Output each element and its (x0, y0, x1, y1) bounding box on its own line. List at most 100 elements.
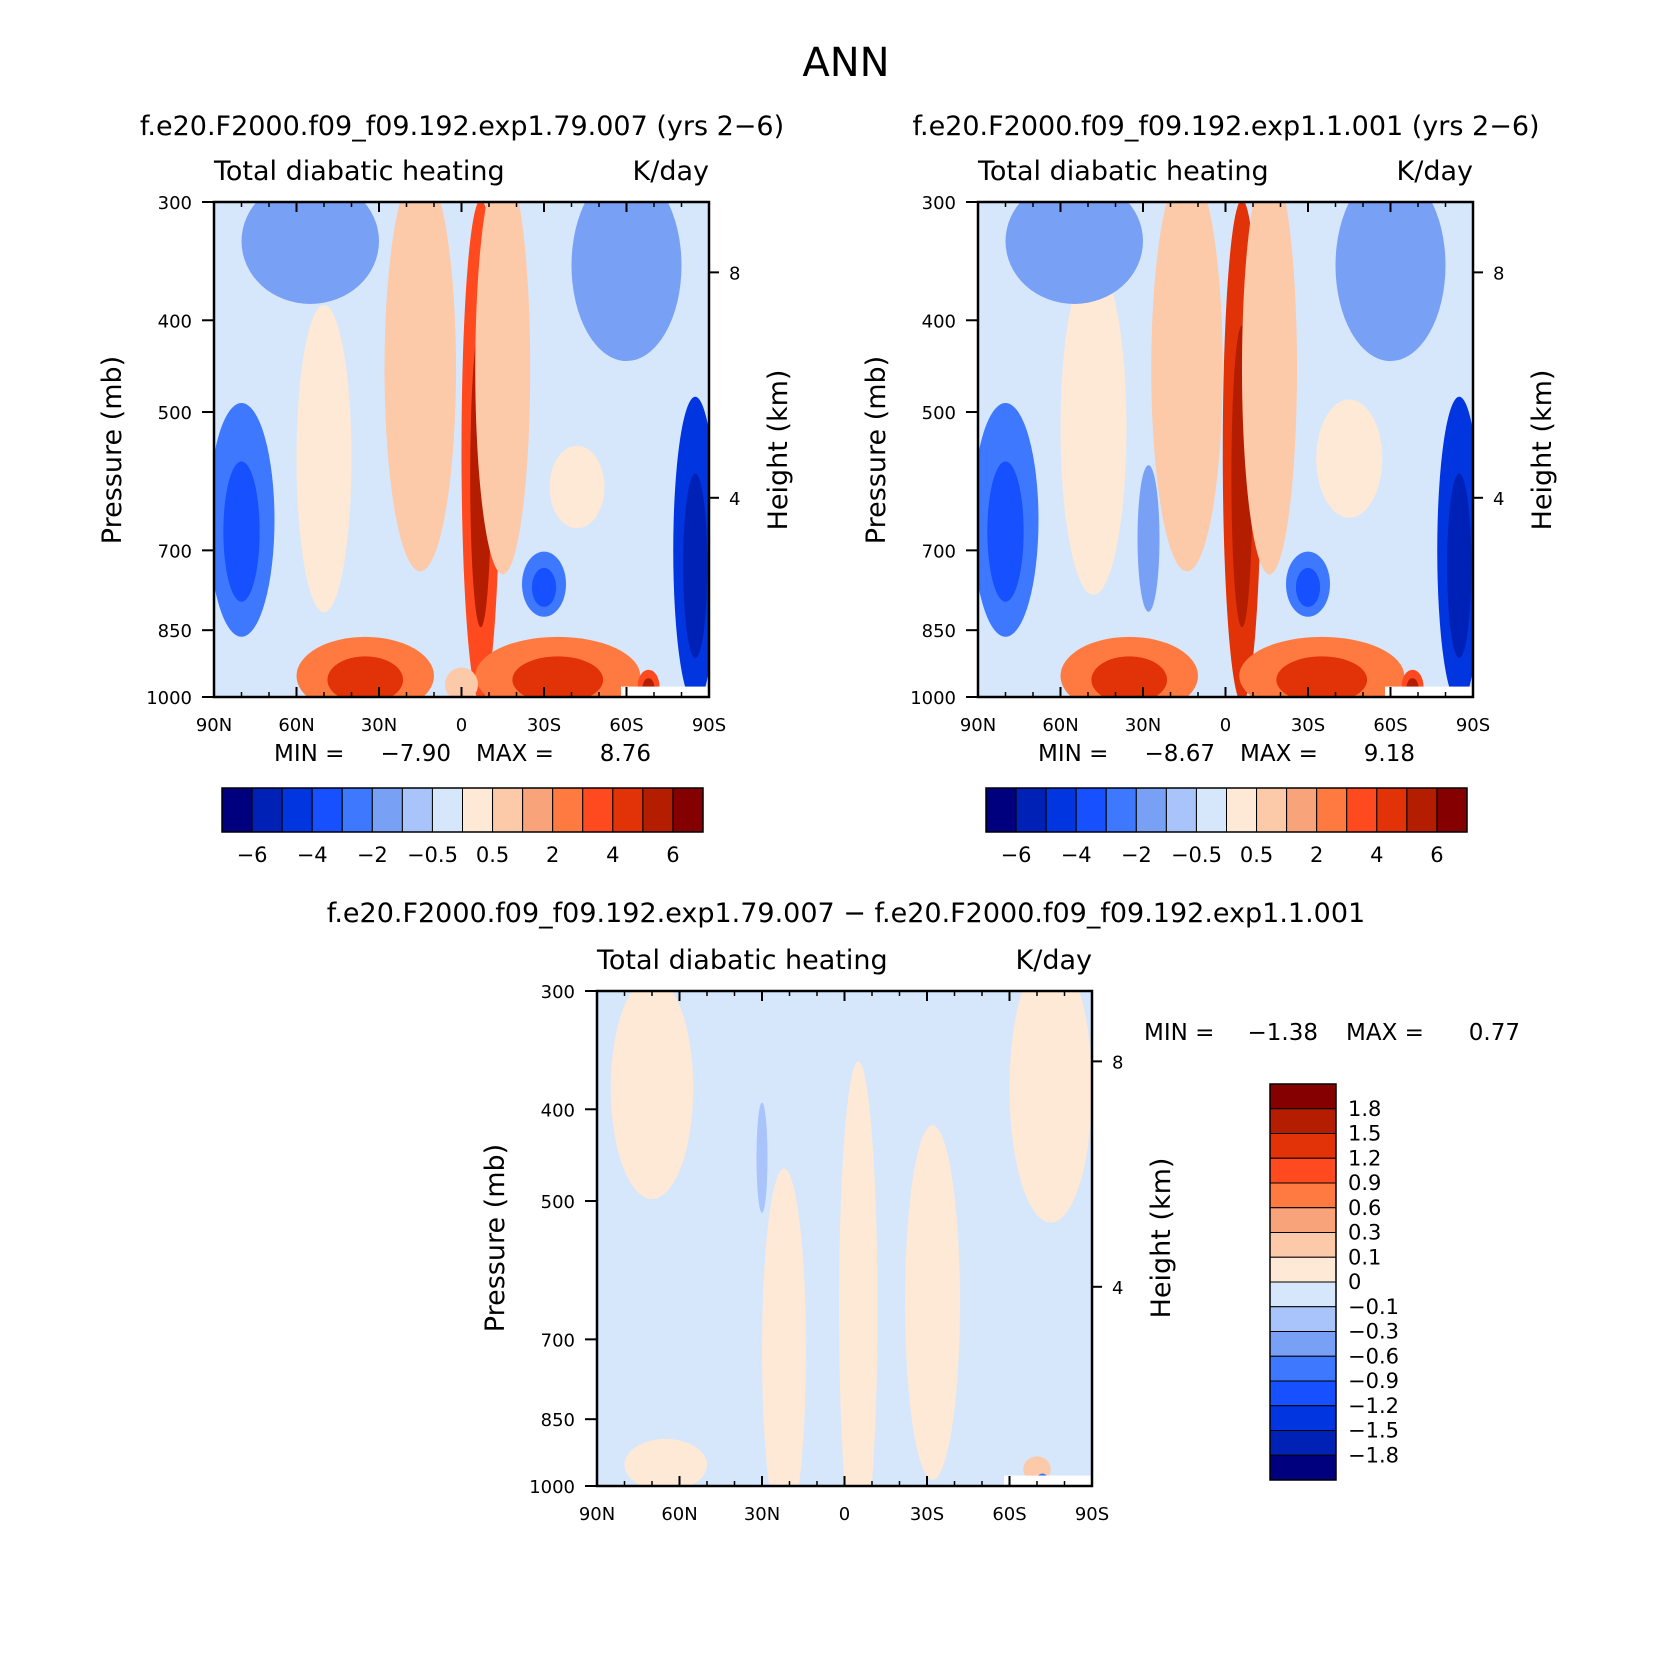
field-blob (1137, 465, 1160, 612)
colorbar-box (582, 787, 614, 833)
y-tick-label: 400 (922, 311, 956, 332)
panel-3-axes: 90N 60N 30N 0 30S 60S 90S 300 400 500 700 850 1000 8 4 (529, 982, 1123, 1525)
y-tick-label: 300 (922, 193, 956, 214)
field-blob (762, 1168, 806, 1486)
colorbar-label: −6 (1001, 843, 1032, 867)
x-tick-label: 30S (910, 1504, 944, 1525)
colorbar-label: 0.1 (1348, 1245, 1381, 1269)
panel-2-max-value: 9.18 (1364, 741, 1415, 767)
colorbar-box (1269, 1430, 1337, 1456)
colorbar-box (522, 787, 554, 833)
colorbar-label: 2 (546, 843, 559, 867)
colorbar-frame (221, 787, 704, 833)
panel-3-colorbar: 1.81.51.20.90.60.30.10−0.1−0.3−0.6−0.9−1… (1269, 1083, 1399, 1481)
colorbar-box (1269, 1380, 1337, 1407)
colorbar-frame (1269, 1083, 1337, 1481)
colorbar-label: −6 (237, 843, 268, 867)
panel-2-field (978, 202, 1473, 697)
y-tick-label: 1000 (146, 688, 192, 709)
x-tick-label: 60N (1042, 715, 1078, 736)
colorbar-label: −0.5 (1171, 843, 1222, 867)
colorbar-box (1269, 1454, 1337, 1481)
panel-1-units: K/day (633, 156, 709, 187)
field-blob (241, 202, 379, 304)
field-blob (1060, 261, 1127, 595)
y-tick-label: 500 (158, 403, 192, 424)
colorbar-box (1269, 1306, 1337, 1332)
colorbar-label: −1.5 (1348, 1419, 1399, 1443)
panel-3-max-value: 0.77 (1469, 1020, 1520, 1046)
colorbar-box (281, 787, 313, 833)
y-right-tick-label: 8 (1493, 263, 1504, 284)
y-tick-label: 700 (922, 541, 956, 562)
x-tick-label: 90N (196, 715, 232, 736)
x-tick-label: 60N (278, 715, 314, 736)
colorbar-box (1269, 1083, 1337, 1110)
panel-1-field (214, 202, 709, 697)
field-blob-core (683, 473, 708, 658)
colorbar-label: −0.3 (1348, 1320, 1399, 1344)
colorbar-label: 0.5 (476, 843, 509, 867)
colorbar-label: −1.8 (1348, 1443, 1399, 1467)
colorbar-box (642, 787, 674, 833)
y-tick-label: 850 (541, 1410, 575, 1431)
field-blob (624, 1438, 707, 1486)
panel-1-min-value: −7.90 (381, 741, 451, 767)
panel-2-colorbar: −6 −4 −2 −0.5 0.5 2 4 6 (985, 787, 1468, 867)
colorbar-label: −4 (1061, 843, 1092, 867)
field-blob (1242, 202, 1297, 575)
colorbar-box (985, 787, 1017, 833)
colorbar-label: −0.6 (1348, 1344, 1399, 1368)
colorbar-label: −0.1 (1348, 1295, 1399, 1319)
y-right-tick-label: 4 (1493, 489, 1504, 510)
x-tick-label: 60N (661, 1504, 697, 1525)
colorbar-label: 1.5 (1348, 1122, 1381, 1146)
field-blob-core (327, 656, 404, 697)
panel-3-min-label: MIN = (1144, 1020, 1214, 1046)
y-tick-label: 500 (922, 403, 956, 424)
panel-2-max-label: MAX = (1240, 741, 1318, 767)
panel-3-field (597, 991, 1092, 1486)
colorbar-box (1316, 787, 1348, 833)
field-blob-core (1091, 656, 1168, 697)
field-blob (610, 991, 694, 1199)
panel-3-variable: Total diabatic heating (596, 945, 888, 976)
panel-1-colorbar: −6 −4 −2 −0.5 0.5 2 4 6 (221, 787, 704, 867)
field-blob (839, 1061, 878, 1486)
panel-3: f.e20.F2000.f09_f09.192.exp1.79.007 − f.… (327, 898, 1520, 1525)
colorbar-label: 0.3 (1348, 1221, 1381, 1245)
colorbar-label: 1.8 (1348, 1097, 1381, 1121)
colorbar-box (1269, 1207, 1337, 1233)
field-blob-core (1447, 473, 1472, 658)
y-right-tick-label: 8 (729, 263, 740, 284)
y-tick-label: 850 (922, 621, 956, 642)
colorbar-box (1045, 787, 1077, 833)
x-tick-label: 60S (992, 1504, 1026, 1525)
panel-2-min-value: −8.67 (1145, 741, 1215, 767)
panel-1: f.e20.F2000.f09_f09.192.exp1.79.007 (yrs… (97, 111, 794, 867)
colorbar-label: 0 (1348, 1270, 1361, 1294)
field-blob (1151, 202, 1223, 572)
colorbar-label: −1.2 (1348, 1394, 1399, 1418)
x-tick-label: 30S (527, 715, 561, 736)
panel-1-ylabel: Pressure (mb) (97, 356, 128, 544)
y-tick-label: 400 (158, 311, 192, 332)
field-blob (475, 202, 531, 575)
field-blob-core (1276, 656, 1368, 697)
colorbar-box (1256, 787, 1288, 833)
colorbar-box (221, 787, 253, 833)
field-blob-core (1295, 567, 1321, 607)
colorbar-label: 0.6 (1348, 1196, 1381, 1220)
colorbar-box (1269, 1281, 1337, 1308)
colorbar-box (1105, 787, 1137, 833)
colorbar-box (1286, 787, 1318, 833)
y-tick-label: 400 (541, 1100, 575, 1121)
x-tick-label: 30S (1291, 715, 1325, 736)
x-tick-label: 0 (839, 1504, 850, 1525)
field-blob (756, 1102, 768, 1213)
colorbar-label: 1.2 (1348, 1146, 1381, 1170)
x-tick-label: 0 (1220, 715, 1231, 736)
x-tick-label: 60S (609, 715, 643, 736)
x-tick-label: 30N (1125, 715, 1161, 736)
colorbar-label: 0.9 (1348, 1171, 1381, 1195)
